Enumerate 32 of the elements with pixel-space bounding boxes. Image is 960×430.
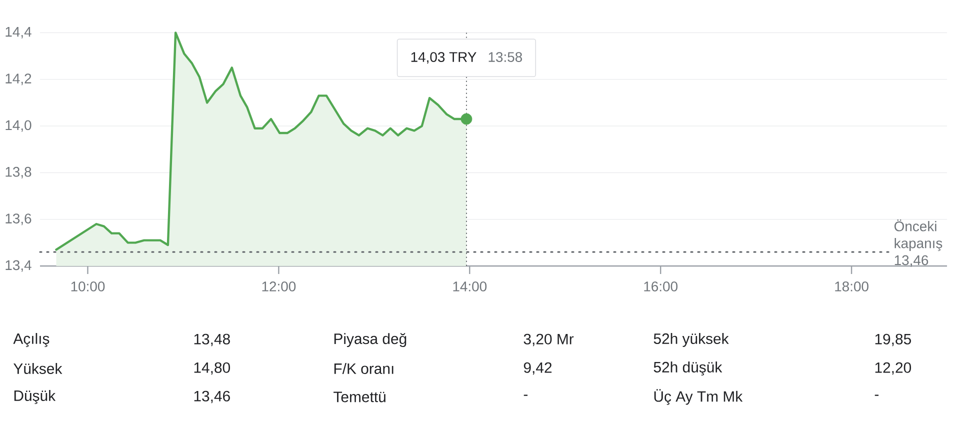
text: 19,85 — [875, 334, 911, 346]
text: 52h düşük — [654, 362, 722, 376]
text: Üç Ay Tm Mk — [654, 389, 743, 405]
x-tick-label: 12:00 — [262, 282, 296, 292]
ref-line-label: Önceki kapanış 13,46 — [894, 219, 942, 267]
text: Düşük — [14, 390, 56, 404]
text: Yüksek — [14, 363, 62, 374]
text: Açılış — [13, 333, 50, 347]
text: 52h yüksek — [654, 333, 729, 347]
annotation: 13:58 — [488, 52, 522, 62]
y-tick-label: 14,0 — [6, 120, 32, 132]
text: Piyasa değ — [334, 332, 406, 348]
text: Temettü — [334, 392, 386, 402]
text: - — [524, 394, 528, 396]
text: 14,80 — [194, 362, 230, 375]
text: 13,48 — [194, 334, 230, 346]
y-tick-label: 14,4 — [6, 27, 32, 38]
y-tick-label: 13,6 — [6, 214, 32, 226]
x-tick-label: 16:00 — [644, 282, 678, 292]
text: - — [874, 394, 879, 396]
x-tick-label: 10:00 — [71, 282, 105, 292]
text: 12,20 — [875, 362, 912, 375]
y-tick-label: 13,4 — [6, 260, 32, 272]
text: 13,46 — [194, 390, 230, 404]
x-tick-label: 14:00 — [453, 282, 487, 292]
annotation: 14,03 TRY — [411, 52, 476, 64]
y-tick-label: 13,8 — [6, 166, 32, 178]
x-tick-label: 18:00 — [835, 282, 868, 292]
text: F/K oranı — [334, 363, 394, 374]
y-tick-label: 14,2 — [6, 74, 32, 86]
text: 9,42 — [524, 362, 552, 375]
text: 3,20 Mr — [524, 334, 574, 346]
